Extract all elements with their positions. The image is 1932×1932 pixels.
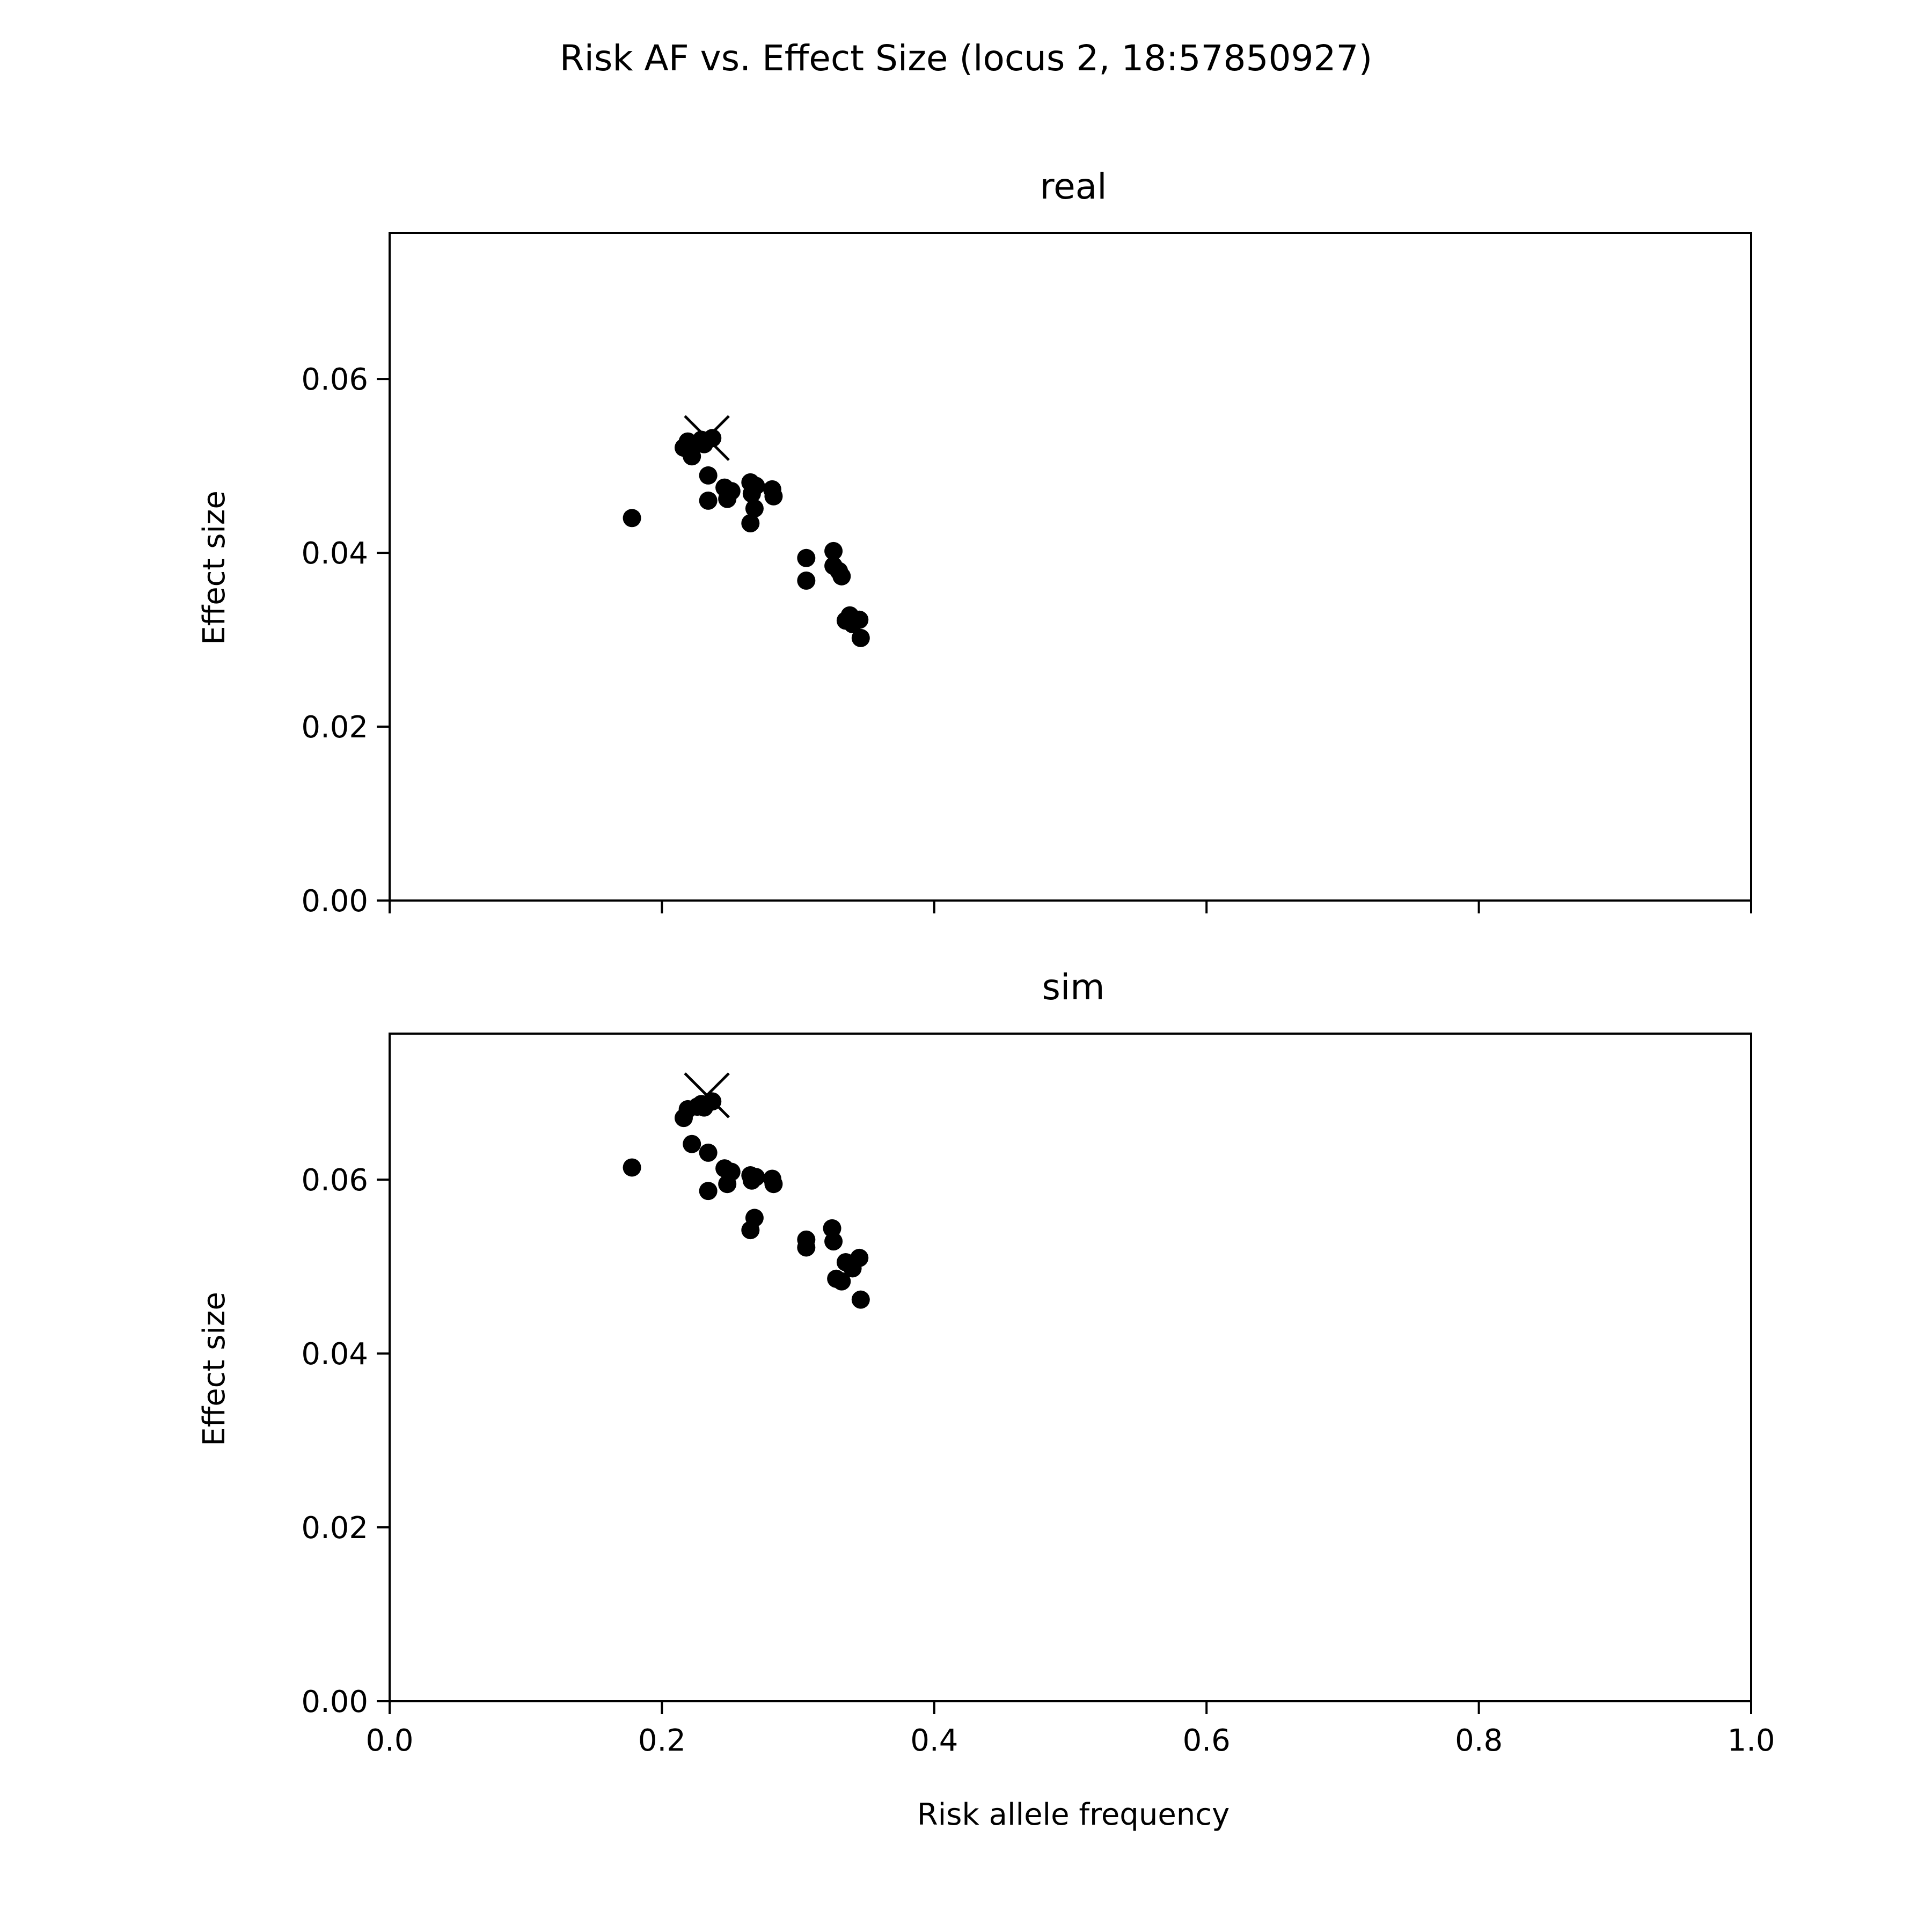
y-tick-label-real-1: 0.02 xyxy=(301,710,368,745)
y-tick-label-real-2: 0.04 xyxy=(301,536,368,571)
data-point-real-30 xyxy=(851,628,870,647)
y-axis-label-sim: Effect size xyxy=(197,1292,232,1446)
data-point-sim-17 xyxy=(747,1168,765,1187)
plot-area-real: 0.00 0.02 0.04 0.06 xyxy=(301,232,1752,919)
x-tick-label-sim-1: 0.2 xyxy=(638,1723,686,1758)
data-point-sim-0 xyxy=(623,1158,641,1177)
lead-variant-marker-real xyxy=(684,415,730,462)
data-point-sim-12 xyxy=(722,1162,741,1181)
data-point-sim-19 xyxy=(764,1175,783,1194)
figure-title: Risk AF vs. Effect Size (locus 2, 18:578… xyxy=(560,38,1372,79)
data-point-real-9 xyxy=(703,429,722,448)
data-point-real-22 xyxy=(824,541,843,560)
data-point-sim-30 xyxy=(851,1290,870,1309)
plot-area-sim: 0.0 0.2 0.4 0.6 0.8 1.0 0.00 0.02 0.04 0.06 xyxy=(301,1033,1775,1758)
data-point-real-12 xyxy=(722,482,741,501)
data-point-sim-23 xyxy=(824,1232,843,1251)
data-point-real-20 xyxy=(797,548,816,567)
panel-sim: sim Effect size Risk allele frequency 0.… xyxy=(197,967,1775,1832)
x-tick-label-sim-0: 0.0 xyxy=(365,1723,413,1758)
data-point-real-29 xyxy=(850,610,869,629)
axes-frame-sim xyxy=(389,1033,1752,1702)
data-point-real-0 xyxy=(623,509,641,528)
data-point-sim-7 xyxy=(699,1143,718,1162)
panel-real: real Effect size 0.00 0.02 0.04 0.06 xyxy=(197,166,1752,919)
y-tick-label-sim-3: 0.06 xyxy=(301,1163,368,1198)
data-point-sim-21 xyxy=(797,1238,816,1257)
y-tick-label-sim-2: 0.04 xyxy=(301,1337,368,1372)
x-tick-label-sim-4: 0.8 xyxy=(1455,1723,1503,1758)
y-tick-label-real-0: 0.00 xyxy=(301,884,368,919)
data-point-sim-8 xyxy=(699,1182,718,1201)
lead-variant-marker-sim xyxy=(684,1072,730,1118)
data-point-real-19 xyxy=(764,487,783,506)
x-tick-label-sim-5: 1.0 xyxy=(1727,1723,1775,1758)
data-point-sim-29 xyxy=(850,1248,869,1267)
data-point-real-16 xyxy=(745,499,764,518)
x-tick-label-sim-2: 0.4 xyxy=(910,1723,958,1758)
axes-frame-real xyxy=(389,232,1752,902)
y-tick-label-real-3: 0.06 xyxy=(301,362,368,397)
data-point-real-21 xyxy=(797,571,816,590)
data-point-real-8 xyxy=(699,491,718,510)
x-axis-label-sim: Risk allele frequency xyxy=(917,1797,1230,1832)
y-tick-label-sim-1: 0.02 xyxy=(301,1511,368,1546)
data-point-real-7 xyxy=(699,466,718,485)
data-point-sim-3 xyxy=(683,1135,701,1153)
data-point-real-14 xyxy=(741,514,760,533)
y-axis-label-real: Effect size xyxy=(197,491,232,645)
panel-title-sim: sim xyxy=(1042,967,1104,1008)
y-tick-label-sim-0: 0.00 xyxy=(301,1685,368,1719)
x-tick-label-sim-3: 0.6 xyxy=(1183,1723,1231,1758)
data-point-real-17 xyxy=(747,477,765,495)
data-point-real-25 xyxy=(832,567,851,586)
data-point-sim-25 xyxy=(832,1272,851,1291)
data-point-sim-16 xyxy=(745,1209,764,1227)
panel-title-real: real xyxy=(1040,166,1107,207)
